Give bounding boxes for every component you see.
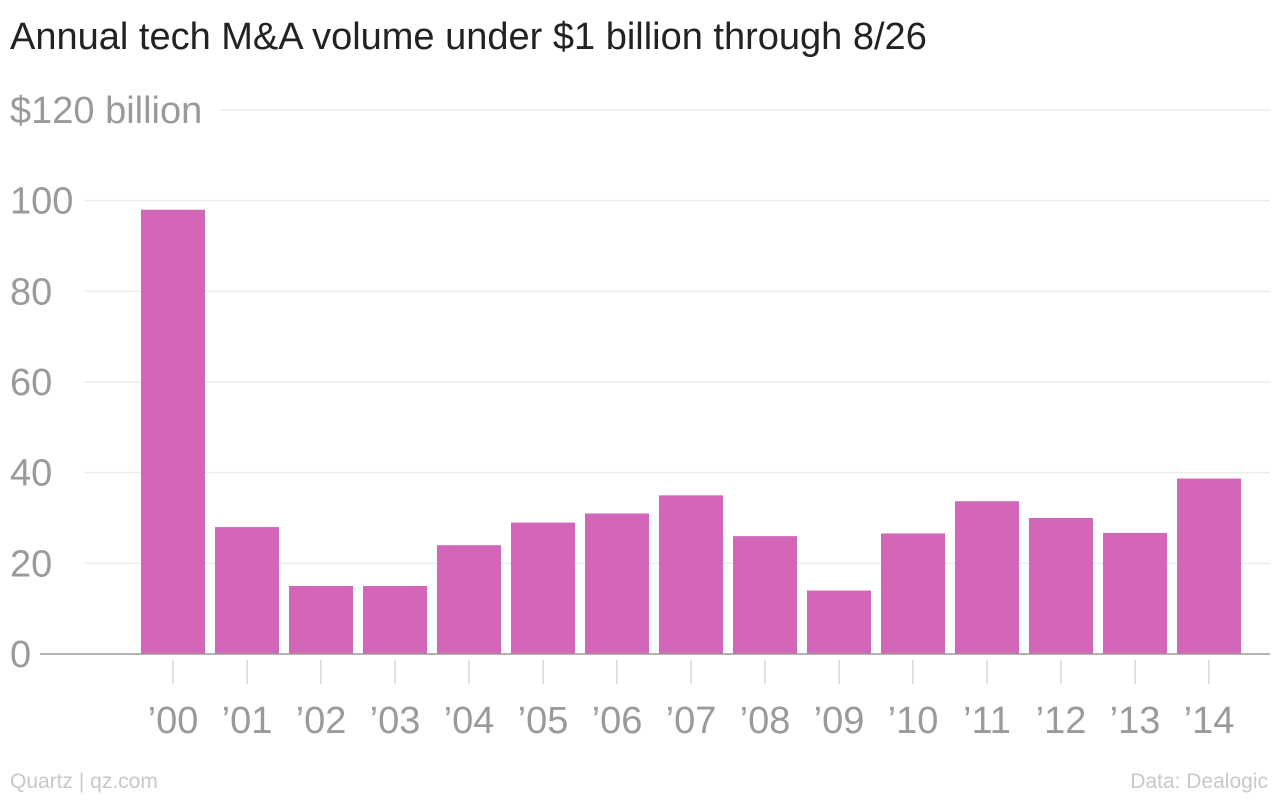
x-tick-label: ’09 — [814, 700, 865, 742]
x-tick-label: ’06 — [592, 700, 643, 742]
x-tick-label: ’14 — [1184, 700, 1235, 742]
x-tick-label: ’05 — [518, 700, 569, 742]
x-tick-label: ’12 — [1036, 700, 1087, 742]
bar — [955, 501, 1019, 654]
bar — [585, 513, 649, 654]
data-source: Data: Dealogic — [1130, 770, 1268, 793]
bar — [289, 586, 353, 654]
y-tick-label: 60 — [10, 362, 52, 404]
axis-layer: 0 20 40 60 80 100 $120 billion ’00 ’01 ’02 ’03 ’04 ’… — [10, 90, 1270, 742]
y-tick-label: 80 — [10, 271, 52, 313]
source-credit: Quartz | qz.com — [10, 770, 158, 793]
y-tick-label: 20 — [10, 543, 52, 585]
x-tick-label: ’00 — [148, 700, 199, 742]
bar — [437, 545, 501, 654]
bar — [363, 586, 427, 654]
x-tick-label: ’01 — [222, 700, 273, 742]
y-tick-label: 40 — [10, 453, 52, 495]
bar — [215, 527, 279, 654]
x-tick-label: ’08 — [740, 700, 791, 742]
bar — [807, 590, 871, 654]
x-tick-label: ’10 — [888, 700, 939, 742]
bar — [511, 522, 575, 654]
x-tick-label: ’04 — [444, 700, 495, 742]
bar — [1177, 478, 1241, 654]
chart-title: Annual tech M&A volume under $1 billion … — [10, 16, 927, 58]
x-tick-label: ’13 — [1110, 700, 1161, 742]
bar-layer — [141, 209, 1241, 654]
x-tick-label: ’07 — [666, 700, 717, 742]
y-tick-label: $120 billion — [10, 90, 202, 132]
x-tick-label: ’11 — [963, 700, 1011, 742]
bar — [141, 209, 205, 654]
x-tick-label: ’03 — [370, 700, 421, 742]
y-tick-label: 100 — [10, 181, 73, 223]
bar — [881, 533, 945, 654]
x-tick-label: ’02 — [296, 700, 347, 742]
grid-layer — [85, 109, 1270, 565]
y-tick-label: 0 — [10, 634, 31, 676]
bar — [1103, 532, 1167, 654]
bar — [1029, 518, 1093, 654]
bar — [659, 495, 723, 654]
bar — [733, 536, 797, 654]
